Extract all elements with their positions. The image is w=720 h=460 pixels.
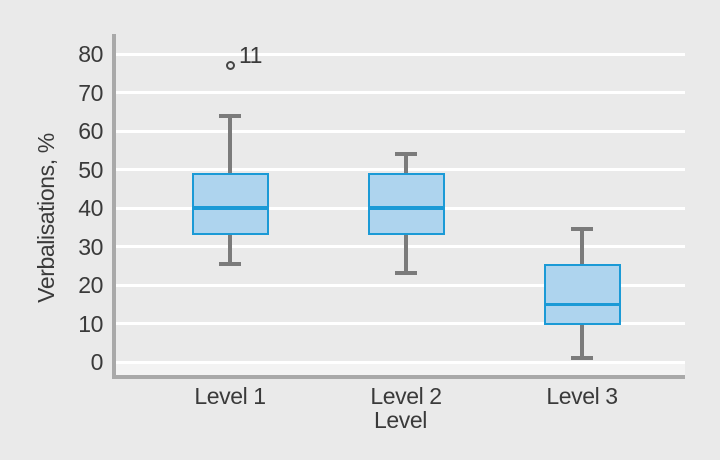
y-tick-label: 80 [78, 41, 103, 67]
median-line-level-2 [367, 206, 445, 210]
y-tick-label: 70 [78, 79, 103, 106]
whisker-cap-upper-level-1 [219, 113, 241, 118]
whisker-cap-lower-level-1 [219, 261, 241, 266]
x-axis-line [112, 375, 685, 379]
whisker-cap-upper-level-3 [571, 227, 593, 232]
median-line-level-3 [543, 302, 621, 306]
whisker-lower-level-1 [228, 234, 232, 264]
x-category-label: Level 2 [370, 383, 442, 409]
y-tick-label: 60 [78, 118, 103, 144]
y-gridline [116, 283, 685, 287]
y-gridline [116, 91, 685, 94]
median-line-level-1 [191, 206, 269, 210]
y-gridline [116, 245, 685, 248]
y-tick-label: 30 [78, 233, 103, 260]
y-gridline [116, 360, 685, 364]
box-level-3 [543, 263, 621, 326]
y-gridline [116, 322, 685, 325]
y-tick-label: 10 [78, 310, 103, 337]
box-level-2 [367, 173, 445, 235]
box-level-1 [191, 173, 269, 235]
whisker-cap-upper-level-2 [395, 152, 417, 157]
whisker-lower-level-3 [580, 325, 584, 359]
y-axis-line [112, 34, 116, 379]
outlier-label: 11 [239, 41, 263, 68]
outlier-point [225, 61, 235, 71]
y-tick-label: 40 [78, 195, 103, 221]
whisker-upper-level-3 [580, 229, 584, 264]
x-category-label: Level 1 [194, 383, 266, 409]
below-zero-band [116, 363, 685, 375]
whisker-cap-lower-level-2 [395, 271, 417, 276]
y-gridline [116, 168, 685, 171]
whisker-upper-level-1 [228, 115, 232, 174]
whisker-lower-level-2 [404, 234, 408, 274]
x-category-label: Level 3 [546, 383, 618, 409]
whisker-cap-lower-level-3 [571, 356, 593, 361]
x-axis-title: Level [374, 407, 427, 433]
y-gridline [116, 129, 685, 133]
y-tick-label: 50 [78, 156, 103, 183]
whisker-upper-level-2 [404, 154, 408, 174]
y-tick-label: 20 [78, 272, 103, 298]
y-tick-label: 0 [90, 349, 104, 375]
y-gridline [116, 52, 685, 56]
